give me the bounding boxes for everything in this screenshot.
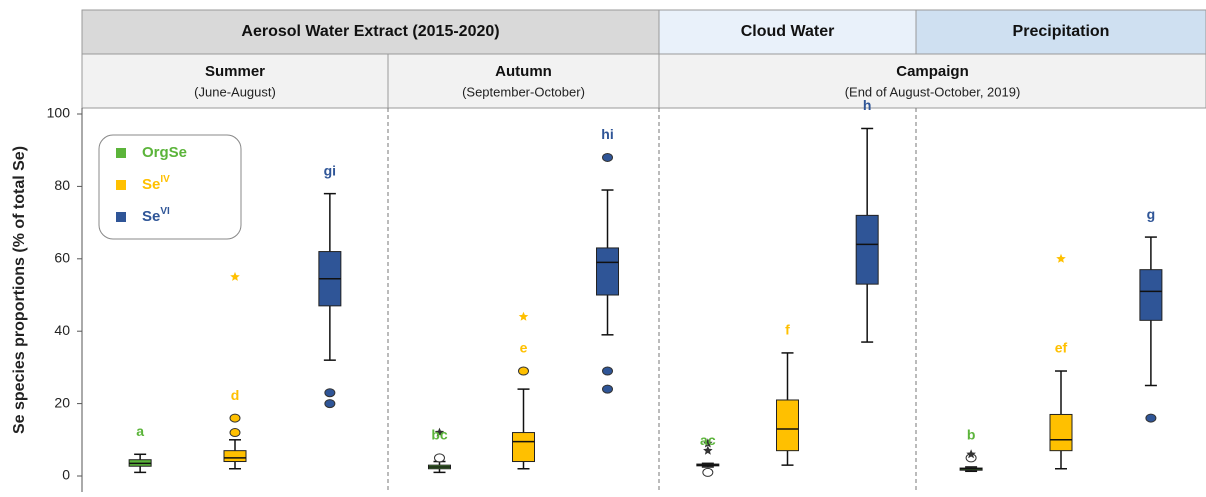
significance-letter: hi bbox=[601, 126, 613, 142]
legend-name: Se bbox=[142, 176, 160, 193]
significance-letter: g bbox=[1147, 206, 1156, 222]
y-tick-label: 40 bbox=[54, 322, 70, 338]
subheader-cell bbox=[387, 53, 660, 109]
header-cell bbox=[915, 9, 1206, 55]
subheader-subtitle: (June-August) bbox=[194, 84, 276, 99]
subheader-cell bbox=[81, 53, 389, 109]
subheader-subtitle: (September-October) bbox=[462, 84, 585, 99]
extreme bbox=[1056, 253, 1066, 263]
legend-label: OrgSe bbox=[142, 144, 187, 161]
header-label: Aerosol Water Extract (2015-2020) bbox=[241, 23, 499, 40]
extreme bbox=[518, 311, 529, 321]
box bbox=[855, 214, 879, 285]
legend-swatch bbox=[116, 212, 126, 222]
subheader-title: Autumn bbox=[495, 63, 552, 80]
legend-name: Se bbox=[142, 208, 160, 225]
extreme bbox=[966, 449, 976, 459]
header-label: Cloud Water bbox=[741, 23, 835, 40]
y-axis-label: Se species proportions (% of total Se) bbox=[11, 146, 28, 434]
outlier bbox=[229, 413, 241, 423]
outlier bbox=[602, 384, 614, 394]
outlier bbox=[324, 399, 336, 409]
y-tick-label: 0 bbox=[62, 467, 70, 483]
box bbox=[1049, 413, 1073, 452]
significance-letter: ac bbox=[700, 432, 716, 448]
extreme bbox=[434, 427, 445, 437]
header-cell bbox=[658, 9, 917, 55]
box bbox=[1139, 269, 1163, 321]
outlier bbox=[518, 366, 529, 376]
header-label: Precipitation bbox=[1013, 23, 1110, 40]
subheader-title: Campaign bbox=[896, 63, 969, 80]
significance-letter: gi bbox=[324, 162, 336, 178]
legend-name: OrgSe bbox=[142, 144, 187, 161]
extreme bbox=[703, 438, 713, 448]
box bbox=[512, 432, 535, 463]
legend-swatch bbox=[116, 180, 126, 190]
subheader-subtitle: (End of August-October, 2019) bbox=[845, 84, 1021, 99]
y-tick-label: 20 bbox=[54, 394, 70, 410]
outlier bbox=[602, 366, 614, 376]
legend-box bbox=[98, 134, 242, 240]
subheader-cell bbox=[658, 53, 1206, 109]
outlier bbox=[602, 152, 614, 162]
outlier bbox=[324, 388, 336, 398]
outlier bbox=[1145, 413, 1157, 423]
legend-label: SeVI bbox=[142, 206, 170, 225]
legend-label: SeIV bbox=[142, 174, 170, 193]
significance-letter: a bbox=[136, 423, 144, 439]
significance-letter: h bbox=[863, 97, 872, 113]
y-tick-label: 80 bbox=[54, 177, 70, 193]
box bbox=[776, 399, 799, 452]
y-tick-label: 100 bbox=[47, 105, 71, 121]
outlier bbox=[702, 467, 714, 477]
y-tick-label: 60 bbox=[54, 250, 70, 266]
significance-letter: f bbox=[785, 322, 790, 338]
outlier bbox=[229, 428, 241, 438]
significance-letter: ef bbox=[1055, 340, 1068, 356]
legend-superscript: IV bbox=[160, 174, 170, 185]
extreme bbox=[703, 445, 713, 455]
legend-swatch bbox=[116, 148, 126, 158]
outlier bbox=[433, 453, 445, 463]
box bbox=[596, 247, 620, 296]
extreme bbox=[230, 271, 240, 281]
significance-letter: e bbox=[520, 340, 528, 356]
significance-letter: b bbox=[967, 427, 976, 443]
box bbox=[223, 450, 247, 463]
subheader-title: Summer bbox=[205, 63, 265, 80]
legend-superscript: VI bbox=[160, 206, 170, 217]
significance-letter: bc bbox=[431, 427, 448, 443]
significance-letter: d bbox=[231, 387, 240, 403]
header-cell bbox=[81, 9, 660, 55]
